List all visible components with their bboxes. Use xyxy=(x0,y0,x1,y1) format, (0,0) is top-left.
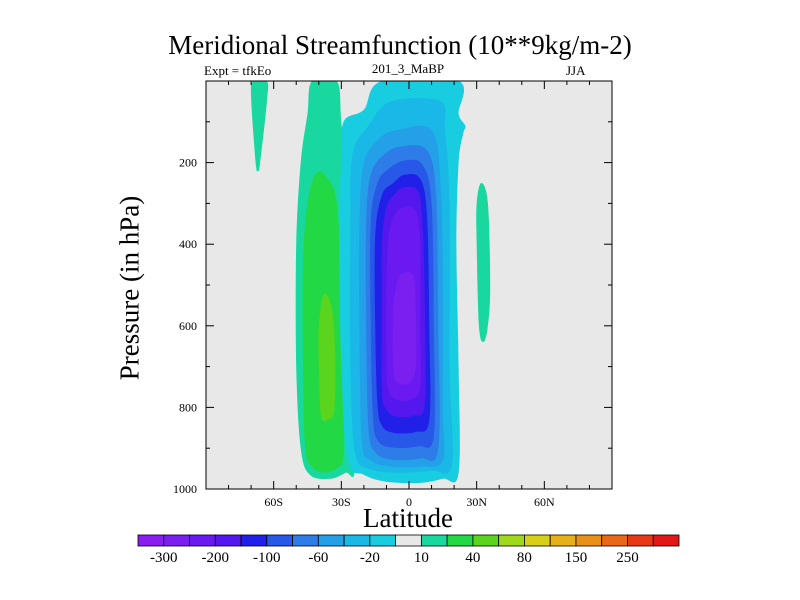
colorbar-label: 150 xyxy=(565,550,588,566)
x-tick-label: 30N xyxy=(466,495,487,509)
colorbar-swatch xyxy=(472,534,500,547)
y-tick-label: 400 xyxy=(179,237,197,251)
colorbar-swatch xyxy=(214,534,242,547)
colorbar-swatch xyxy=(395,534,422,547)
colorbar-swatch xyxy=(420,534,448,547)
contour-negative-cell-core xyxy=(392,272,417,385)
colorbar-swatch xyxy=(575,534,603,547)
colorbar-label: 250 xyxy=(616,550,639,566)
contour-layer xyxy=(250,81,491,484)
x-tick-label: 60S xyxy=(264,495,283,509)
colorbar-swatch xyxy=(292,534,319,547)
colorbar-label: -20 xyxy=(360,550,380,566)
colorbar-swatch xyxy=(189,534,216,547)
colorbar-swatch xyxy=(317,534,345,547)
colorbar-swatch xyxy=(137,534,165,547)
run-label: 201_3_MaBP xyxy=(371,61,445,76)
plot-frame xyxy=(205,80,613,490)
colorbar-label: -60 xyxy=(308,550,328,566)
colorbar-swatch xyxy=(627,534,654,547)
colorbar-swatch xyxy=(549,534,577,547)
colorbar-swatch xyxy=(343,534,371,547)
colorbar-swatch xyxy=(601,534,628,547)
experiment-label: Expt = tfkEo xyxy=(204,63,272,78)
colorbar-swatch xyxy=(369,534,397,547)
colorbar-swatch xyxy=(240,534,268,547)
axis-ticks: 60S 30S 0 30N 60N 200 400 600 800 1000 xyxy=(173,81,612,509)
colorbar-label: 40 xyxy=(465,550,480,566)
colorbar: -300 -200 -100 -60 -20 10 40 80 150 250 xyxy=(137,534,680,566)
colorbar-label: -300 xyxy=(150,550,178,566)
y-tick-label: 1000 xyxy=(173,482,197,496)
contour-positive-cell-30s-core xyxy=(318,293,336,422)
colorbar-label: -100 xyxy=(253,550,281,566)
colorbar-swatch xyxy=(446,534,474,547)
y-tick-label: 800 xyxy=(179,400,197,414)
colorbar-swatch xyxy=(652,534,680,547)
x-tick-label: 30S xyxy=(332,495,351,509)
chart-title: Meridional Streamfunction (10**9kg/m-2) xyxy=(168,30,632,60)
colorbar-label: -200 xyxy=(202,550,230,566)
colorbar-swatch xyxy=(524,534,551,547)
x-tick-label: 0 xyxy=(406,495,412,509)
colorbar-swatch xyxy=(266,534,293,547)
contour-positive-cell-60s xyxy=(250,81,269,172)
y-tick-label: 200 xyxy=(179,156,197,170)
season-label: JJA xyxy=(566,63,586,78)
x-axis-label: Latitude xyxy=(363,503,453,533)
colorbar-swatch xyxy=(163,534,190,547)
colorbar-label: 10 xyxy=(414,550,429,566)
contour-positive-cell-30n xyxy=(476,183,491,343)
colorbar-swatch xyxy=(498,534,525,547)
colorbar-label: 80 xyxy=(517,550,532,566)
y-tick-label: 600 xyxy=(179,319,197,333)
x-tick-label: 60N xyxy=(534,495,555,509)
